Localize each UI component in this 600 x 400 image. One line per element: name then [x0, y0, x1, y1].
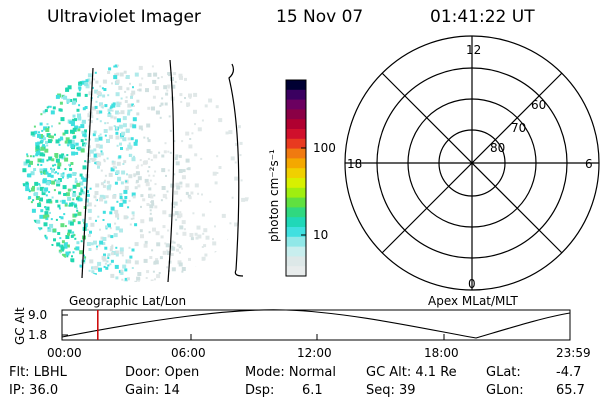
glat-label: GLat:	[486, 365, 521, 380]
mode-info: Mode: Normal	[245, 365, 336, 380]
lat-label-60: 60	[531, 98, 547, 112]
glon-label: GLon:	[486, 383, 524, 398]
colorbar-segment	[286, 178, 306, 189]
colorbar-segment	[286, 197, 306, 208]
x-tick-label-0000: 00:00	[47, 346, 82, 360]
geographic-label: Geographic Lat/Lon	[69, 294, 187, 308]
colorbar-frame	[285, 79, 307, 277]
colorbar-segment	[286, 187, 306, 199]
uv-earth-image	[22, 62, 250, 282]
colorbar-segment	[286, 138, 306, 150]
mlt-label-6: 6	[585, 157, 593, 171]
colorbar-unit-label: photon cm⁻²s⁻¹	[267, 149, 281, 242]
colorbar-segment	[286, 109, 306, 120]
geographic-grid-lines	[81, 59, 244, 283]
emission-speckle	[22, 64, 249, 282]
mlt-label-12: 12	[466, 43, 482, 57]
colorbar-segment	[286, 256, 306, 267]
gain-info: Gain: 14	[125, 383, 180, 398]
seq-info: Seq: 39	[366, 383, 416, 398]
glon-value: 65.7	[556, 383, 585, 398]
ip-info: IP: 36.0	[9, 383, 59, 398]
dsp-label: Dsp:	[245, 383, 275, 398]
altitude-axis-title: GC Alt	[13, 307, 27, 345]
instrument-title: Ultraviolet Imager	[47, 7, 201, 27]
colorbar-segment	[286, 227, 306, 238]
x-tick-label-1200: 12:00	[297, 346, 332, 360]
colorbar-segment	[286, 207, 306, 218]
glat-value: -4.7	[556, 365, 582, 380]
colorbar-segment	[286, 158, 306, 169]
colorbar-segment	[286, 266, 306, 277]
lat-label-80: 80	[490, 141, 506, 155]
y-tick-label-9: 9.0	[28, 308, 48, 322]
colorbar-segment	[286, 80, 306, 91]
x-tick-label-2359: 23:59	[556, 346, 591, 360]
door-info: Door: Open	[125, 365, 200, 380]
x-axis-ticks	[190, 334, 445, 340]
colorbar-segment	[286, 246, 306, 257]
gc-alt-info: GC Alt: 4.1 Re	[366, 365, 457, 380]
colorbar-segment	[286, 236, 306, 248]
colorbar-segment	[286, 89, 306, 101]
altitude-curve	[61, 309, 571, 339]
colorbar-segment	[286, 168, 306, 179]
colorbar-segment	[286, 119, 306, 130]
y-tick-label-1_8: 1.8	[28, 328, 48, 342]
colorbar-segment	[286, 129, 306, 140]
colorbar-segment	[286, 99, 306, 110]
altitude-timeline-frame	[61, 309, 571, 341]
mlt-diagonal-2	[381, 72, 563, 254]
intensity-colorbar	[286, 80, 306, 277]
observation-date: 15 Nov 07	[276, 7, 364, 27]
colorbar-segment	[286, 148, 306, 159]
mlt-label-18: 18	[347, 157, 363, 171]
mlt-label-0: 0	[468, 277, 476, 291]
x-tick-label-1800: 18:00	[424, 346, 459, 360]
apex-label: Apex MLat/MLT	[428, 294, 518, 308]
colorbar-segment	[286, 217, 306, 228]
colorbar-label-10: 10	[313, 228, 329, 242]
observation-time: 01:41:22 UT	[430, 7, 535, 27]
dsp-value: 6.1	[302, 383, 323, 398]
filter-info: Flt: LBHL	[9, 365, 67, 380]
colorbar-label-100: 100	[313, 141, 336, 155]
lat-label-70: 70	[511, 121, 527, 135]
x-tick-label-0600: 06:00	[171, 346, 206, 360]
polar-plot	[344, 35, 600, 291]
